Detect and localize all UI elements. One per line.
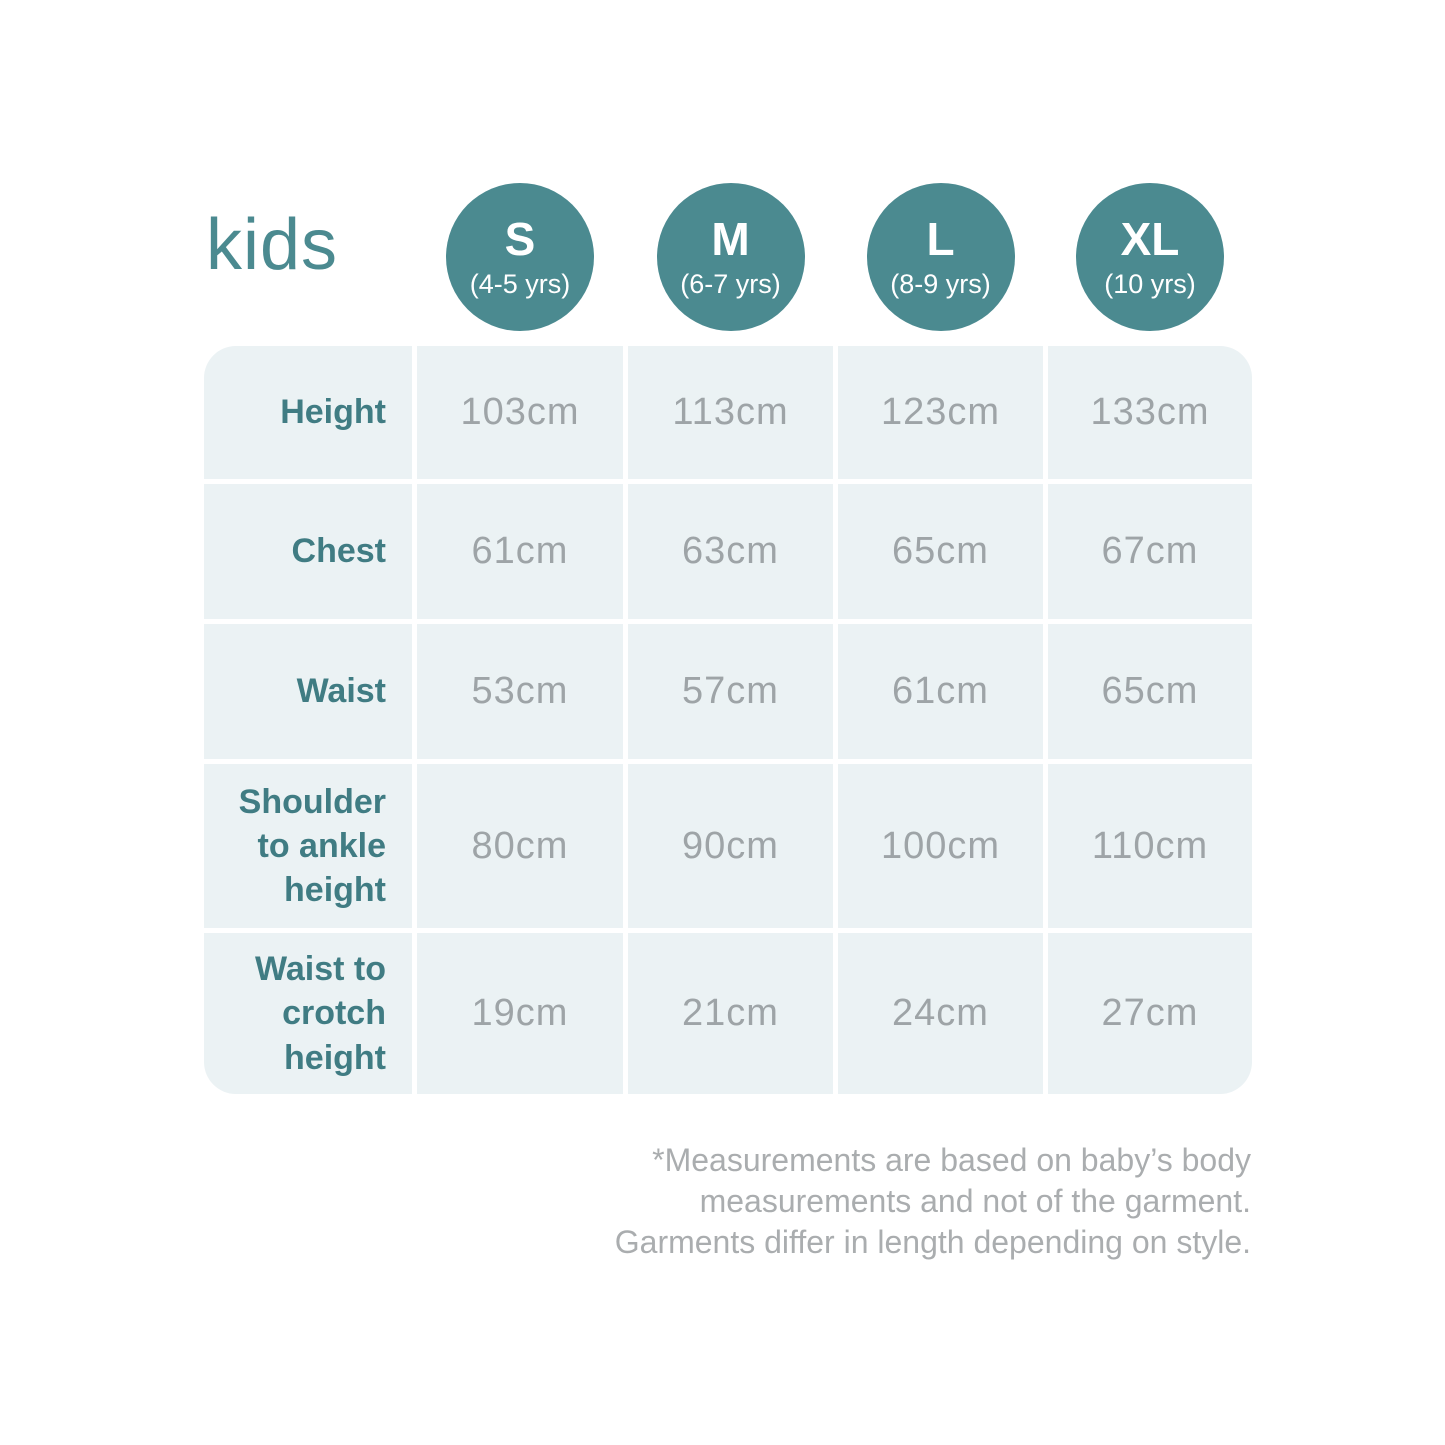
size-column-s: S (4-5 yrs) [417,183,623,331]
size-column-xl: XL (10 yrs) [1048,183,1252,331]
size-badge-m: M (6-7 yrs) [656,183,805,331]
size-badge-l: L (8-9 yrs) [866,183,1015,331]
value-chest-m: 63cm [628,484,833,619]
value-waist-crotch-s: 19cm [417,933,623,1094]
size-letter: M [711,213,750,265]
value-height-m: 113cm [628,346,833,479]
size-age-range: (6-7 yrs) [680,269,781,299]
value-shoulder-ankle-s: 80cm [417,764,623,928]
footnote: *Measurements are based on baby’s body m… [614,1142,1251,1260]
value-height-l: 123cm [838,346,1043,479]
row-label-chest: Chest [204,484,412,619]
value-waist-crotch-m: 21cm [628,933,833,1094]
value-shoulder-ankle-l: 100cm [838,764,1043,928]
row-label-shoulder-to-ankle: Shoulder to ankle height [204,764,412,928]
value-height-s: 103cm [417,346,623,479]
title-cell: kids [204,209,412,293]
value-waist-s: 53cm [417,624,623,759]
value-chest-s: 61cm [417,484,623,619]
value-chest-xl: 67cm [1048,484,1252,619]
value-waist-m: 57cm [628,624,833,759]
row-label-height: Height [204,346,412,479]
value-waist-xl: 65cm [1048,624,1252,759]
size-table: Height 103cm 113cm 123cm 133cm Chest 61c… [204,346,1252,1094]
size-age-range: (8-9 yrs) [890,269,991,299]
size-column-m: M (6-7 yrs) [628,183,833,331]
size-letter: XL [1120,213,1180,265]
value-waist-l: 61cm [838,624,1043,759]
header-row: kids S (4-5 yrs) M (6-7 yrs) L (8-9 yrs)… [204,183,1252,331]
size-letter: L [926,213,955,265]
value-waist-crotch-xl: 27cm [1048,933,1252,1094]
value-height-xl: 133cm [1048,346,1252,479]
value-chest-l: 65cm [838,484,1043,619]
value-shoulder-ankle-xl: 110cm [1048,764,1252,928]
size-badge-xl: XL (10 yrs) [1076,183,1224,331]
size-column-l: L (8-9 yrs) [838,183,1043,331]
size-age-range: (4-5 yrs) [469,269,571,299]
row-label-waist: Waist [204,624,412,759]
value-shoulder-ankle-m: 90cm [628,764,833,928]
size-letter: S [504,213,536,265]
page-title: kids [206,205,339,285]
size-age-range: (10 yrs) [1104,269,1196,299]
value-waist-crotch-l: 24cm [838,933,1043,1094]
row-label-waist-to-crotch: Waist to crotch height [204,933,412,1094]
size-badge-s: S (4-5 yrs) [446,183,594,331]
